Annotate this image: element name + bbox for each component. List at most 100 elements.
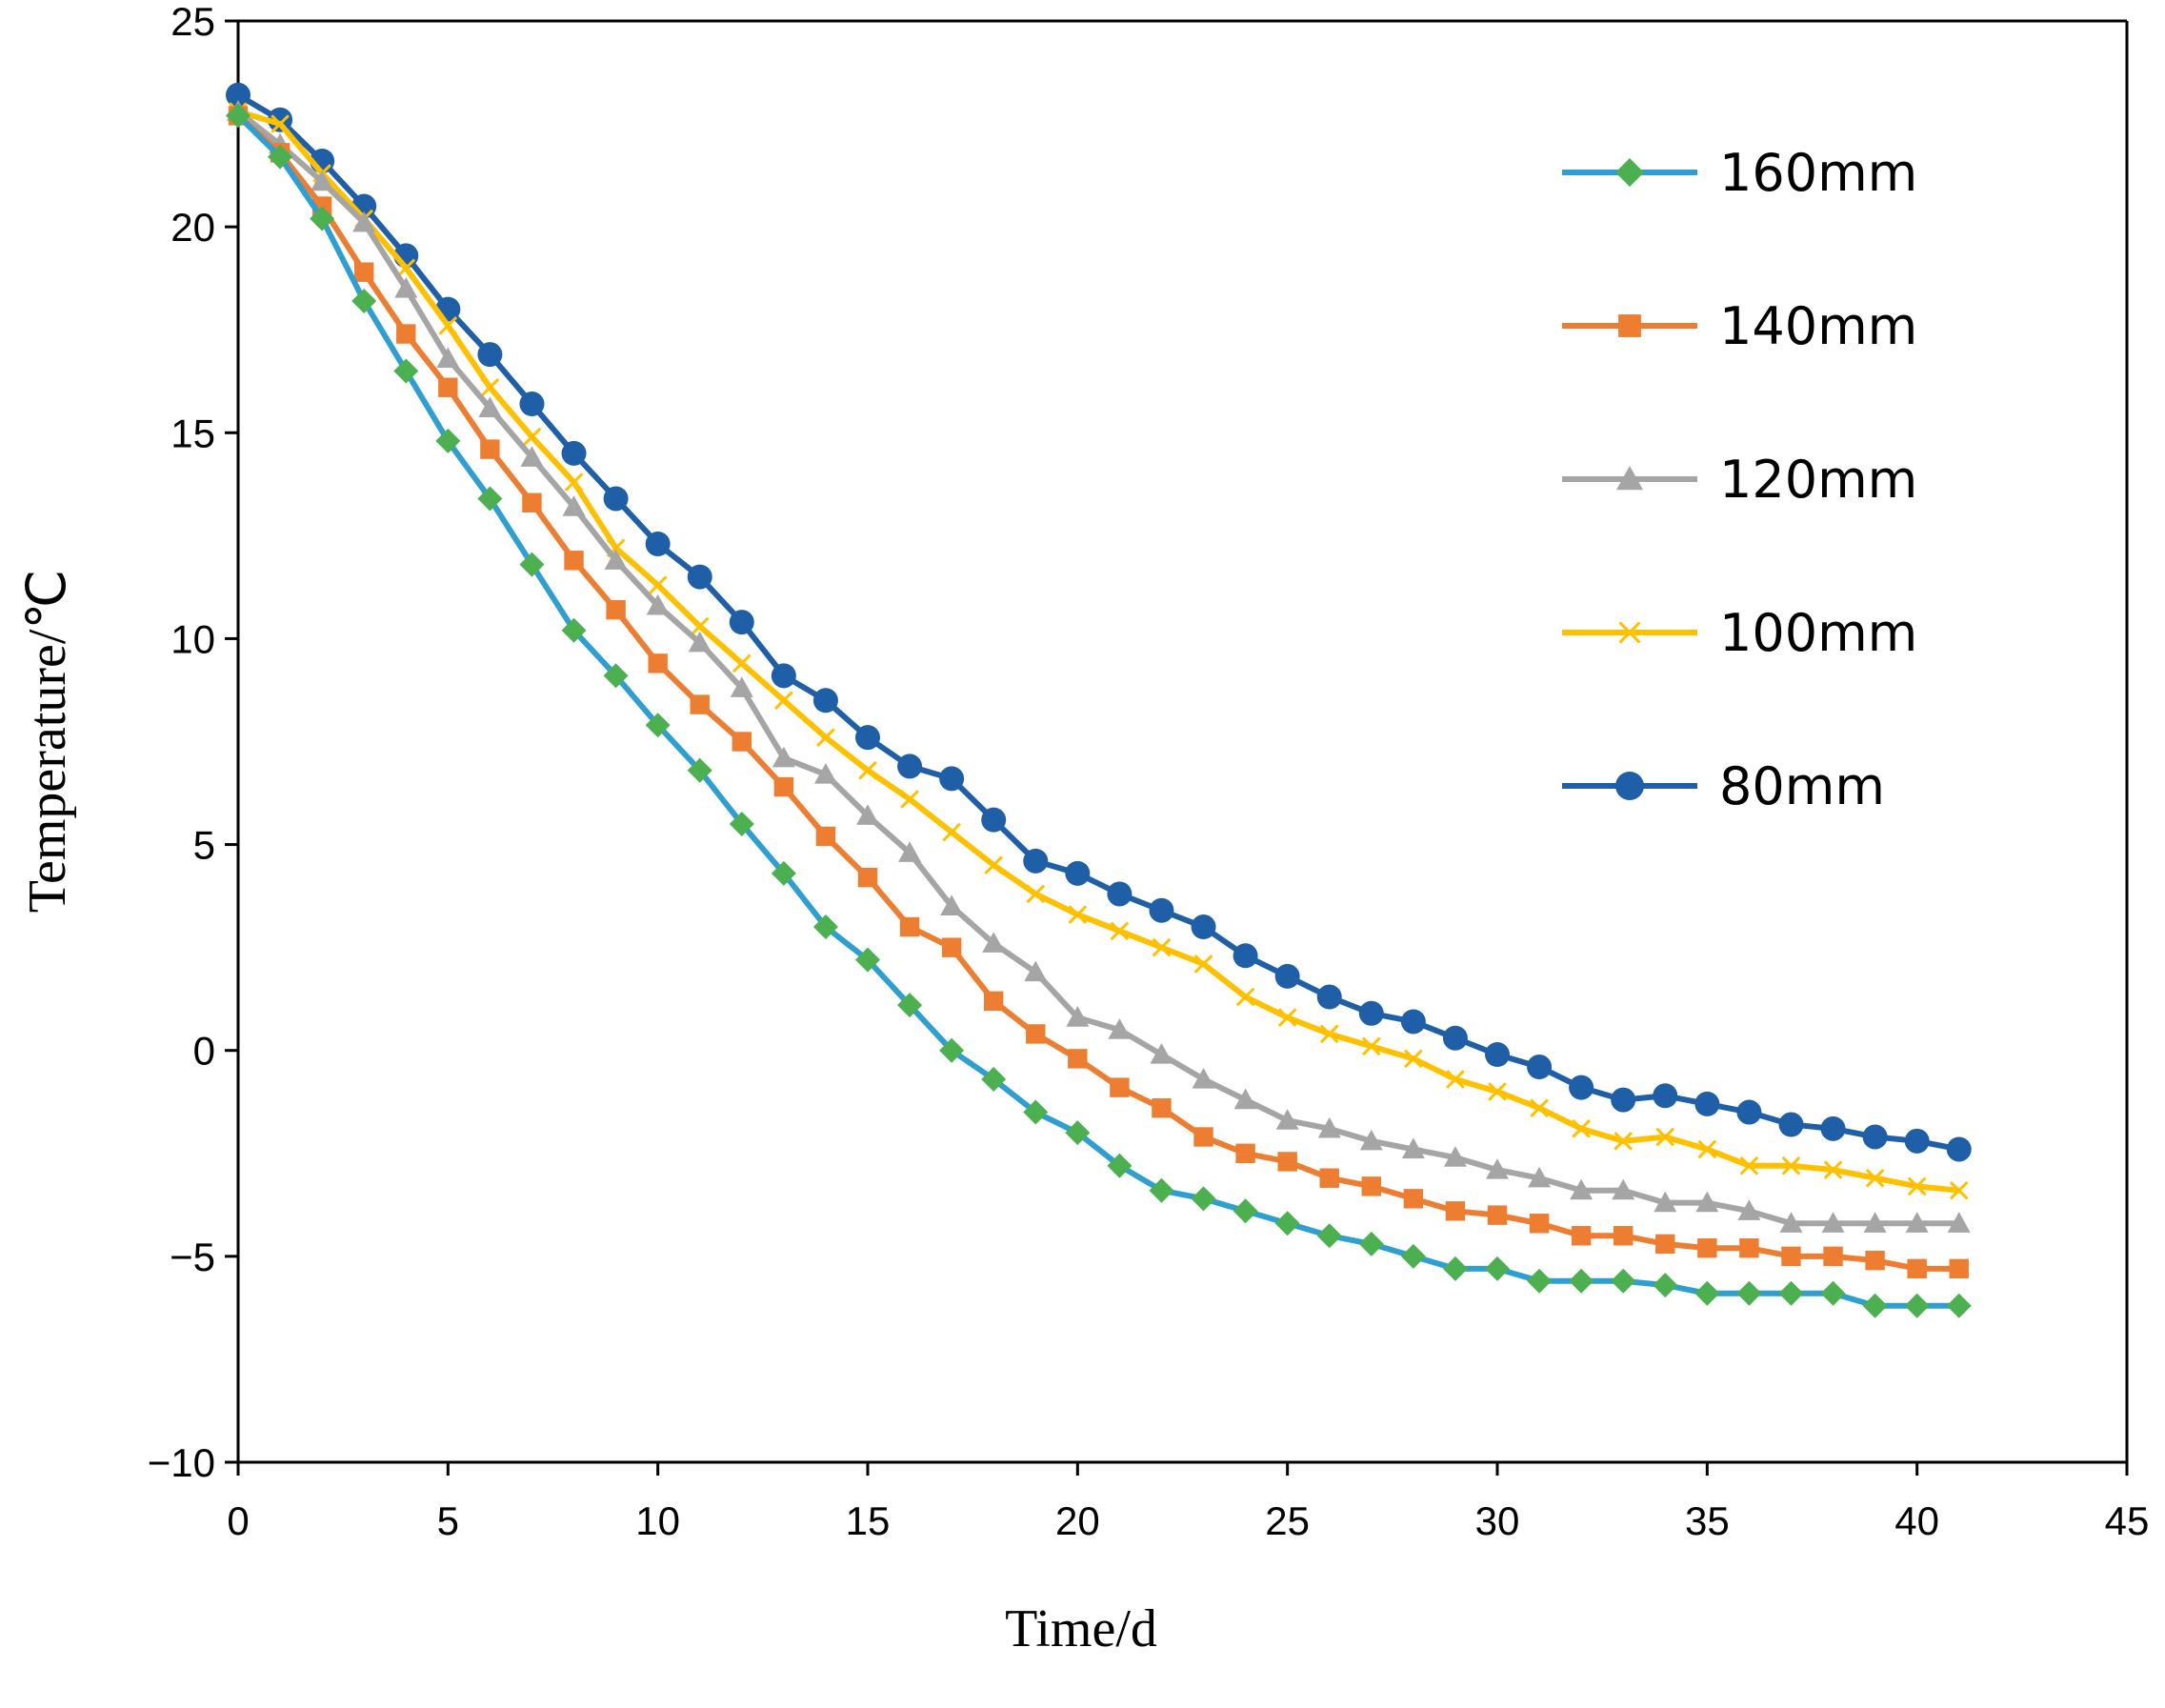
data-point-marker [1275,1109,1299,1130]
data-point-marker [1865,1168,1885,1188]
data-point-marker [816,728,835,748]
data-point-marker [1615,158,1644,187]
x-tick-label: 10 [635,1498,680,1543]
data-point-marker [1485,1042,1510,1068]
data-point-marker [1442,1256,1468,1281]
data-point-marker [1319,1024,1339,1044]
data-point-marker [1697,1139,1717,1159]
data-point-marker [1446,1070,1465,1089]
data-point-marker [732,653,752,673]
data-point-marker [1191,1186,1216,1212]
y-tick-label: −5 [170,1235,215,1279]
data-point-marker [813,763,837,784]
data-point-marker [1946,1136,1972,1162]
data-point-marker [1862,1124,1888,1150]
data-point-marker [1401,1137,1425,1159]
series-80mm [226,82,1972,1162]
data-point-marker [564,472,584,492]
data-point-marker [1611,1268,1636,1294]
data-point-marker [351,288,377,313]
data-point-marker [226,103,251,129]
data-point-marker [855,947,880,973]
data-point-marker [858,760,877,780]
y-tick-label: −10 [148,1440,215,1485]
data-point-marker [1488,1082,1507,1101]
data-point-marker [1949,1180,1969,1200]
data-point-marker [436,347,460,369]
data-point-marker [1191,914,1216,940]
data-point-marker [1655,1234,1675,1255]
data-point-marker [774,691,793,711]
data-point-marker [1193,1127,1213,1147]
data-point-marker [1907,1258,1927,1279]
data-point-marker [1654,1191,1677,1213]
data-point-marker [1653,1273,1678,1298]
data-point-marker [1949,1258,1969,1279]
data-point-marker [898,841,922,862]
data-point-marker [1150,1043,1173,1064]
data-point-marker [1781,1246,1801,1267]
data-point-marker [1527,1268,1553,1294]
data-point-marker [603,486,629,512]
data-point-marker [772,746,795,768]
data-point-marker [477,486,503,512]
x-axis-title: Time/d [1005,1599,1157,1658]
data-point-marker [1404,1049,1423,1069]
legend-entry: 140mm [1562,296,1917,356]
data-point-marker [1316,984,1342,1010]
data-point-marker [690,616,710,636]
x-tick-label: 0 [227,1498,249,1543]
data-point-marker [519,552,545,577]
data-point-marker [1865,1250,1885,1271]
data-point-marker [522,427,542,447]
data-point-marker [522,492,542,512]
data-point-marker [1277,1008,1297,1027]
data-point-marker [1110,921,1130,941]
data-point-marker [1192,1067,1215,1089]
data-point-marker [1823,1246,1843,1267]
y-tick-label: 5 [193,823,215,868]
data-point-marker [1778,1280,1804,1306]
data-point-marker [310,206,335,231]
data-point-marker [396,324,416,344]
data-point-marker [1068,1049,1088,1069]
data-point-marker [1571,1226,1592,1246]
data-point-marker [1152,1098,1172,1118]
legend: 160mm 140mm 120mm 100mm 80mm [1562,143,1917,816]
data-point-marker [646,593,670,615]
data-point-marker [645,713,671,738]
data-point-marker [1403,1189,1424,1209]
data-point-marker [1487,1205,1508,1225]
y-tick-label: 15 [170,411,215,455]
data-point-marker [438,316,458,335]
data-point-marker [1781,1155,1801,1176]
data-point-marker [1233,1088,1257,1110]
data-point-marker [1946,1293,1972,1318]
y-tick-label: 10 [170,616,215,661]
data-point-marker [1485,1256,1510,1281]
data-point-marker [477,342,503,368]
data-point-marker [1024,960,1048,982]
data-point-marker [1820,1280,1846,1306]
data-point-marker [648,575,668,595]
x-tick-label: 25 [1265,1498,1310,1543]
data-point-marker [771,663,796,689]
data-point-marker [1694,1280,1720,1306]
data-point-marker [268,144,293,170]
data-point-marker [268,107,293,132]
series-120mm [227,100,1971,1233]
data-point-marker [1739,1238,1759,1258]
data-point-marker [271,114,290,133]
data-point-marker [1108,1018,1132,1039]
data-point-marker [1442,1025,1468,1051]
data-point-marker [394,276,418,298]
data-point-marker [984,991,1004,1012]
data-point-marker [478,396,502,417]
data-point-marker [1611,1087,1636,1113]
data-point-marker [687,564,712,590]
data-point-marker [855,725,880,751]
ticks: 0 5 10 15 20 25 30 35 40 45 −10 −5 0 5 10 15 20 25 [148,0,2150,1543]
data-point-marker [1612,1178,1635,1200]
data-point-marker [352,211,376,232]
data-point-marker [438,377,458,397]
